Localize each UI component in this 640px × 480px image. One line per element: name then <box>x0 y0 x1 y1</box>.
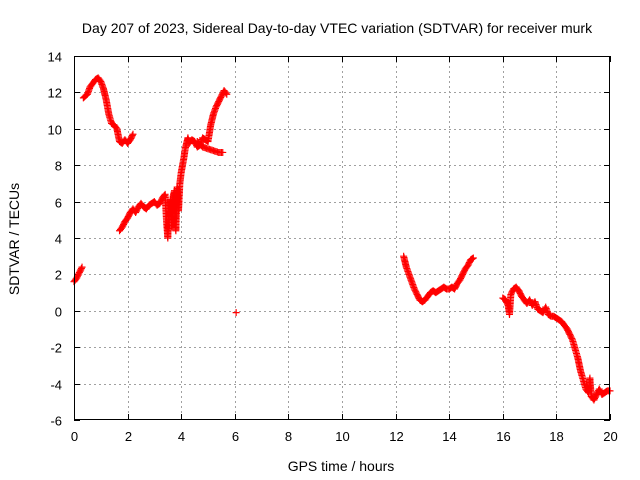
x-tick-label: 12 <box>389 429 403 444</box>
data-point <box>78 263 86 271</box>
y-tick-label: -6 <box>50 414 62 429</box>
x-axis-label: GPS time / hours <box>288 458 395 474</box>
y-tick-label: -2 <box>50 341 62 356</box>
x-tick-label: 0 <box>71 429 78 444</box>
x-tick-label: 16 <box>496 429 510 444</box>
y-tick-label: 6 <box>55 196 62 211</box>
x-tick-label: 4 <box>178 429 185 444</box>
data-point <box>469 254 477 262</box>
plot-frame <box>74 56 610 420</box>
y-tick-label: 12 <box>48 86 62 101</box>
x-tick-label: 8 <box>285 429 292 444</box>
x-tick-label: 20 <box>603 429 617 444</box>
data-point <box>77 264 85 272</box>
y-tick-label: 8 <box>55 159 62 174</box>
data-point <box>129 130 137 138</box>
y-tick-label: 0 <box>55 305 62 320</box>
data-point <box>128 132 136 140</box>
x-tick-label: 14 <box>442 429 456 444</box>
y-tick-label: 2 <box>55 268 62 283</box>
data-marks <box>70 74 614 404</box>
chart-title: Day 207 of 2023, Sidereal Day-to-day VTE… <box>82 20 593 36</box>
tick-layer: 0 2 4 6 8 10 12 14 16 18 20 -6 -4 -2 0 2 4 6 8 10 12 14 <box>48 50 618 445</box>
y-tick-label: -4 <box>50 378 62 393</box>
x-tick-label: 6 <box>232 429 239 444</box>
data-point <box>232 309 240 317</box>
y-tick-label: 14 <box>48 50 62 65</box>
grid-layer <box>74 56 610 420</box>
data-point <box>468 255 476 263</box>
y-axis-label: SDTVAR / TECUs <box>6 183 22 295</box>
data-point <box>222 89 230 97</box>
x-tick-label: 18 <box>549 429 563 444</box>
x-tick-label: 2 <box>125 429 132 444</box>
x-tick-label: 10 <box>335 429 349 444</box>
data-point <box>223 90 231 98</box>
data-point <box>219 148 227 156</box>
y-tick-label: 10 <box>48 123 62 138</box>
y-tick-label: 4 <box>55 232 62 247</box>
